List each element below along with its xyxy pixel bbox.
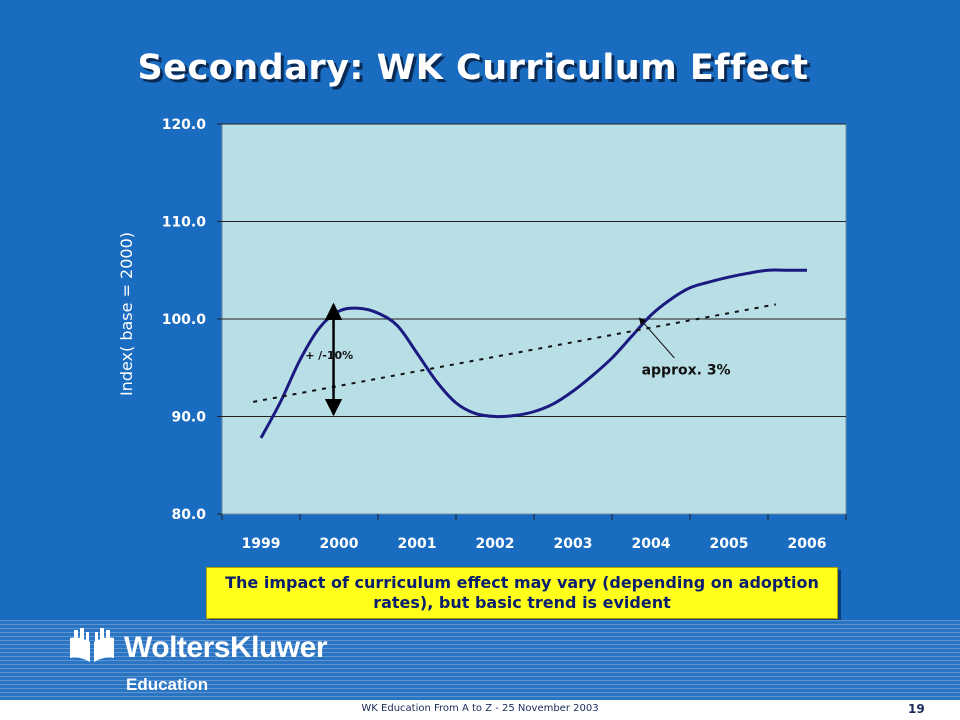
y-tick-label: 120.0 [162,117,207,133]
x-tick-label: 2005 [710,536,749,552]
footer-bar [0,700,960,720]
callout-box: The impact of curriculum effect may vary… [206,567,838,619]
range-annotation-label: + /-10% [305,349,353,362]
x-tick-label: 1999 [242,536,281,552]
trend-pointer-arrow [638,317,675,359]
series-line-trend [253,303,776,403]
footer-band [0,620,960,700]
slide-title: Secondary: WK Curriculum Effect [137,48,809,88]
y-tick-label: 90.0 [171,410,206,426]
y-axis-label: Index( base = 2000) [117,232,136,396]
book-logo-icon [70,628,114,662]
x-tick-label: 2004 [632,536,671,552]
page-number: 19 [908,702,925,716]
x-tick-label: 2002 [476,536,515,552]
wolters-kluwer-logo: WoltersKluwer [66,628,328,668]
y-tick-label: 100.0 [162,312,207,328]
series-line-actual [259,268,807,439]
y-tick-label: 110.0 [162,215,207,231]
x-tick-label: 2006 [788,536,827,552]
logo-wordmark: WoltersKluwer [124,631,328,664]
x-tick-label: 2000 [320,536,359,552]
footer-text: WK Education From A to Z - 25 November 2… [361,703,599,714]
trend-annotation-label: approx. 3% [642,363,731,379]
logo-subtitle: Education [126,675,209,694]
y-tick-label: 80.0 [171,507,206,523]
x-tick-label: 2003 [554,536,593,552]
x-tick-label: 2001 [398,536,437,552]
